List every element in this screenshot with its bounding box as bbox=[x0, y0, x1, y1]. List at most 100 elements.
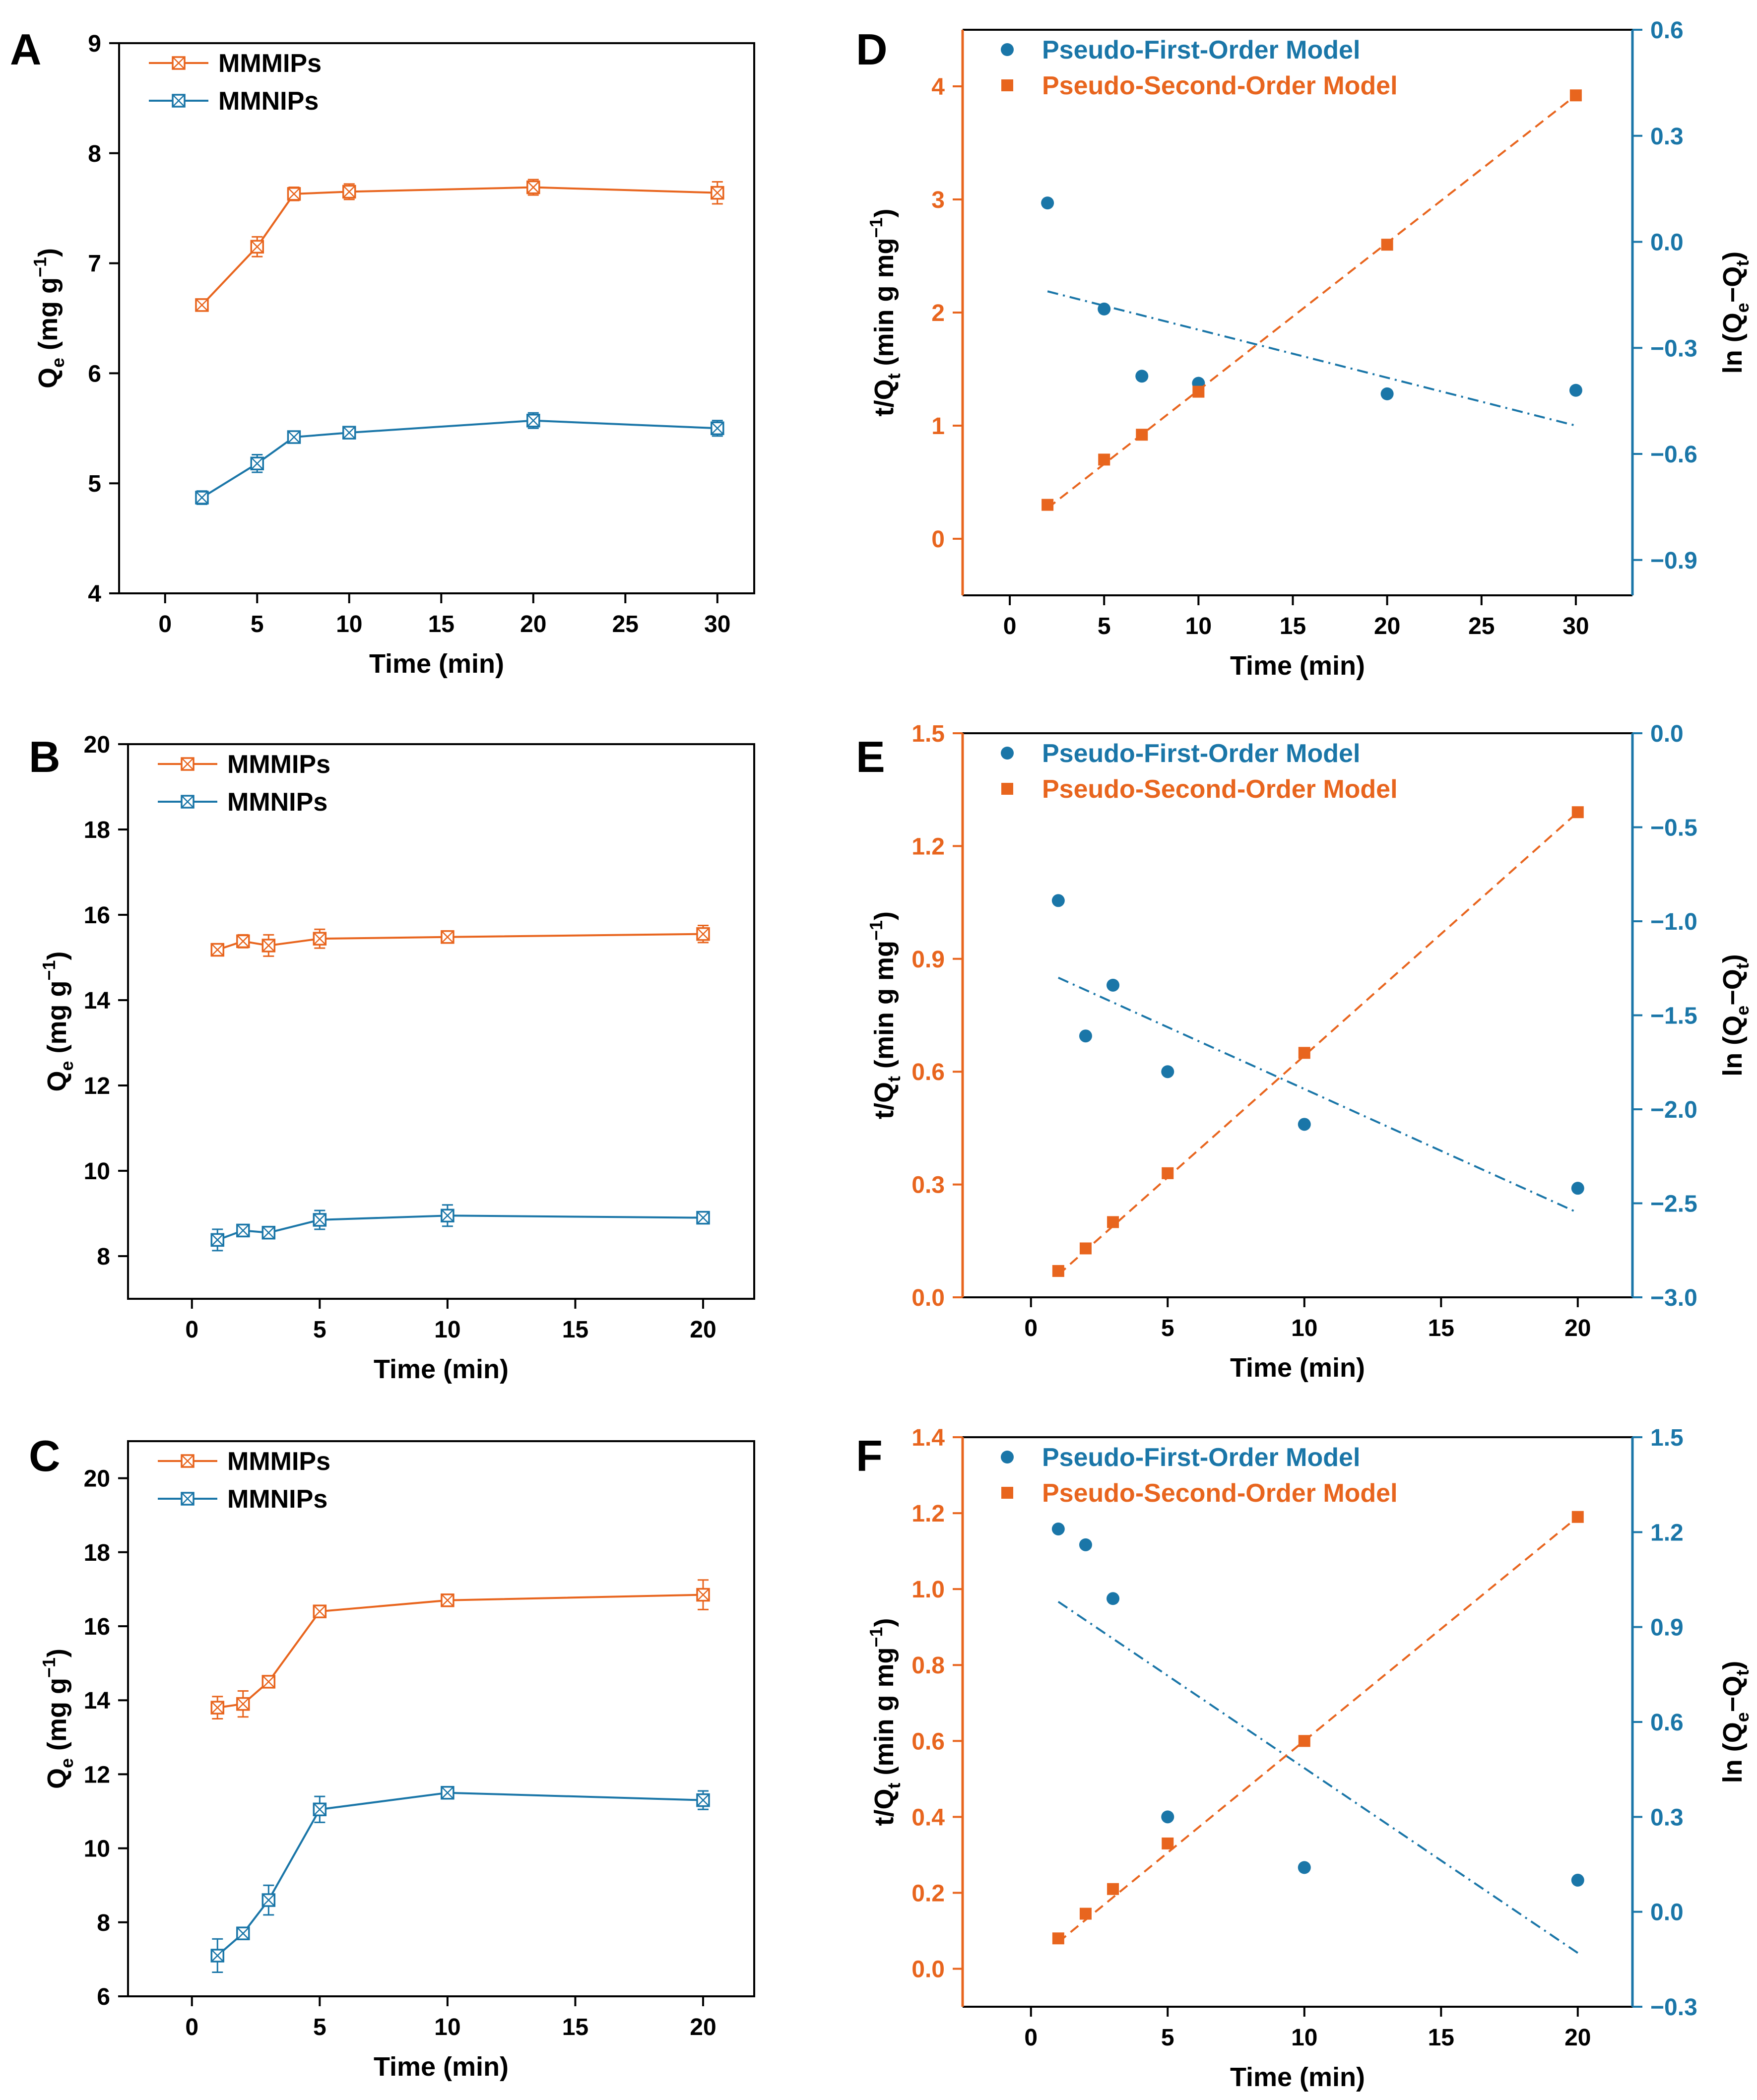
fit-line bbox=[1057, 1600, 1578, 1954]
y-tick-label: 18 bbox=[84, 1540, 110, 1566]
y-right-tick-label: −0.6 bbox=[1650, 442, 1697, 468]
plot-frame bbox=[118, 42, 755, 594]
x-tick-label: 25 bbox=[1468, 613, 1495, 639]
y-label-sup: −1 bbox=[39, 1657, 59, 1678]
y-right-tick-label: −3.0 bbox=[1650, 1285, 1697, 1311]
x-tick-label: 30 bbox=[704, 611, 730, 637]
data-point bbox=[526, 180, 540, 194]
data-point bbox=[1107, 1216, 1119, 1228]
y-label-sub: e bbox=[57, 1061, 77, 1071]
marker-cross bbox=[211, 1949, 224, 1962]
y-label-sub: t bbox=[1732, 1670, 1753, 1676]
legend-label: MMMIPs bbox=[218, 49, 322, 78]
data-point bbox=[1052, 1265, 1064, 1277]
x-tick-label: 10 bbox=[434, 2014, 460, 2040]
data-point bbox=[1051, 1522, 1065, 1535]
y-label-sup: −1 bbox=[30, 257, 50, 277]
x-tick-label: 15 bbox=[562, 2014, 588, 2040]
y-label-rest: (mg g bbox=[42, 981, 72, 1061]
marker-cross bbox=[342, 185, 356, 198]
y-left-tick-label: 1.2 bbox=[911, 1501, 945, 1527]
data-point bbox=[313, 1604, 327, 1618]
x-tick-label: 20 bbox=[1564, 2025, 1591, 2051]
marker-cross bbox=[262, 1675, 275, 1688]
data-point bbox=[210, 1701, 225, 1715]
legend-label: Pseudo-First-Order Model bbox=[1042, 36, 1360, 64]
data-point bbox=[1298, 1735, 1310, 1747]
y-left-axis-label: t/Qt (min g mg−1) bbox=[866, 208, 904, 416]
y-left-tick-label: 0.2 bbox=[911, 1880, 945, 1907]
data-point bbox=[1041, 499, 1054, 511]
data-point bbox=[1569, 89, 1582, 102]
x-tick-label: 0 bbox=[185, 1317, 198, 1343]
legend-entry: MMMIPs bbox=[149, 49, 322, 78]
y-right-tick-label: 0.0 bbox=[1650, 230, 1684, 256]
x-tick-label: 5 bbox=[1161, 2025, 1174, 2051]
marker-cross bbox=[441, 1593, 454, 1607]
x-axis-label: Time (min) bbox=[1230, 651, 1365, 681]
y-right-tick-label: 0.3 bbox=[1650, 124, 1684, 150]
legend-entry: MMNIPs bbox=[158, 788, 327, 817]
y-label-main: Q bbox=[42, 1768, 72, 1789]
y-left-tick-label: 0.4 bbox=[911, 1804, 945, 1831]
data-point bbox=[1161, 1065, 1174, 1079]
y-right-tick-label: 0.3 bbox=[1650, 1804, 1684, 1831]
y-label-main: t/Q bbox=[869, 1082, 899, 1119]
data-point bbox=[1079, 1242, 1092, 1255]
legend-entry: Pseudo-First-Order Model bbox=[1001, 739, 1360, 768]
series-MMNIPs bbox=[210, 1204, 710, 1252]
marker-cross bbox=[195, 491, 208, 504]
data-point bbox=[236, 1697, 250, 1711]
series-Pseudo-Second-Order Model bbox=[1052, 1511, 1584, 1945]
y-left-tick-label: 1.5 bbox=[911, 721, 945, 747]
x-axis-label: Time (min) bbox=[1230, 2062, 1365, 2092]
data-point bbox=[250, 240, 264, 254]
data-point bbox=[1162, 1837, 1174, 1849]
marker-cross bbox=[236, 1927, 250, 1940]
marker-cross bbox=[313, 1803, 326, 1816]
legend-label: Pseudo-Second-Order Model bbox=[1042, 775, 1398, 804]
plot-frame bbox=[127, 1440, 755, 1997]
fit-line bbox=[1057, 1516, 1579, 1943]
legend-label: MMNIPs bbox=[227, 1485, 327, 1514]
x-axis-label: Time (min) bbox=[374, 1354, 509, 1384]
marker-cross bbox=[211, 1233, 224, 1247]
y-label-sub: t bbox=[884, 374, 904, 380]
legend-label: Pseudo-First-Order Model bbox=[1042, 1443, 1360, 1472]
legend-entry: MMNIPs bbox=[158, 1485, 327, 1514]
y-left-tick-label: 0.9 bbox=[911, 947, 945, 973]
y-label-end: ) bbox=[869, 911, 899, 920]
legend-marker bbox=[1001, 79, 1013, 91]
data-point bbox=[287, 430, 301, 444]
y-tick-label: 16 bbox=[84, 902, 110, 929]
y-tick-label: 14 bbox=[84, 988, 111, 1014]
data-point bbox=[1079, 1029, 1092, 1043]
marker-cross bbox=[211, 1701, 224, 1715]
data-point bbox=[696, 1588, 710, 1602]
y-tick-label: 10 bbox=[84, 1836, 110, 1862]
data-point bbox=[1041, 196, 1054, 210]
y-tick-label: 9 bbox=[88, 31, 101, 57]
y-tick-label: 14 bbox=[84, 1688, 111, 1714]
y-axis-label: Qe (mg g−1) bbox=[30, 248, 68, 388]
y-right-tick-label: −0.3 bbox=[1650, 1994, 1697, 2021]
series-line bbox=[216, 1791, 704, 1957]
panel-letter-E: E bbox=[856, 732, 885, 781]
data-point bbox=[441, 1785, 455, 1800]
data-point bbox=[1106, 978, 1120, 992]
data-point bbox=[313, 932, 327, 946]
panel-letter-F: F bbox=[856, 1431, 883, 1480]
panel-F: F 0 5 10 15 20 0.0 0.2 0.4 0.6 0.8 1.0 1.2 1.4 −0.3 0.0… bbox=[856, 1425, 1753, 2092]
data-point bbox=[1380, 387, 1394, 400]
data-point bbox=[236, 1926, 250, 1940]
data-point bbox=[1192, 385, 1205, 398]
data-point bbox=[313, 1213, 327, 1227]
x-tick-label: 10 bbox=[336, 611, 362, 637]
y-left-tick-label: 0 bbox=[931, 526, 945, 553]
y-label-rest: (min g mg bbox=[869, 238, 899, 374]
marker-cross bbox=[313, 1605, 326, 1618]
series-MMMIPs bbox=[210, 925, 710, 957]
y-label-sub: t bbox=[884, 1076, 904, 1082]
data-point bbox=[696, 927, 710, 941]
y-label-end: ) bbox=[42, 1649, 72, 1657]
